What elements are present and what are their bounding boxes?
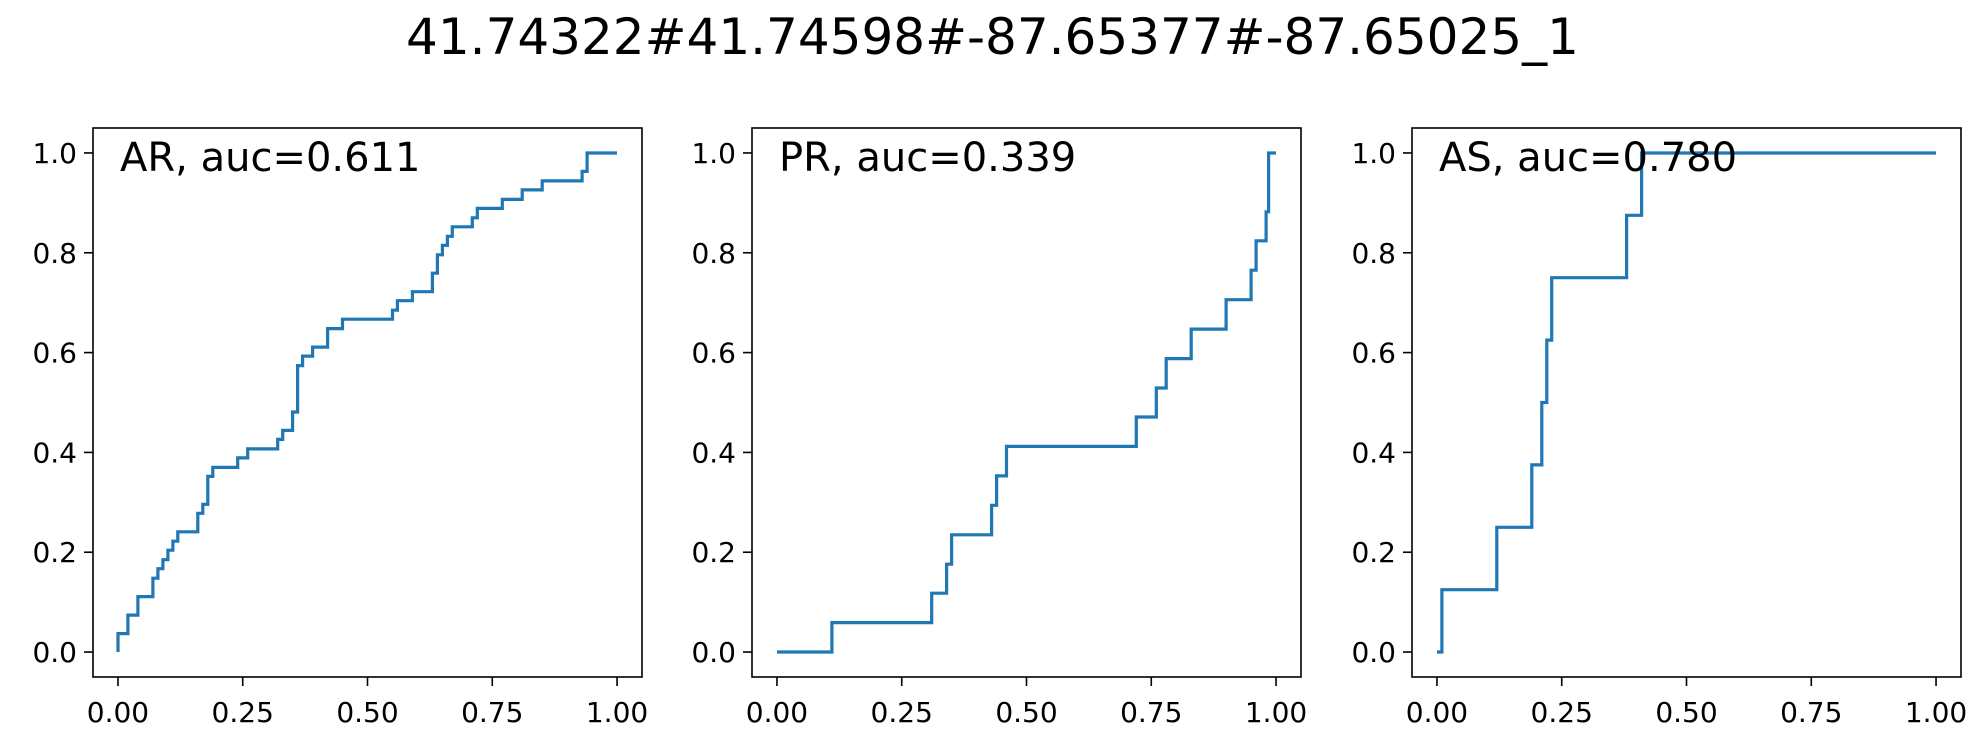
series-line-3 xyxy=(1437,151,1936,654)
y-tick-label: 0.6 xyxy=(32,337,77,370)
series-line-2 xyxy=(777,151,1276,654)
x-tick-label: 0.50 xyxy=(336,696,398,729)
plot-frame xyxy=(92,127,643,678)
x-tick-label: 0.75 xyxy=(1120,696,1182,729)
y-tick-label: 1.0 xyxy=(1351,137,1396,170)
y-tick-label: 0.2 xyxy=(1351,536,1396,569)
series-line-1 xyxy=(116,151,617,652)
figure-title: 41.74322#41.74598#-87.65377#-87.65025_1 xyxy=(406,8,1579,66)
y-tick-label: 0.2 xyxy=(691,536,736,569)
y-tick-label: 0.0 xyxy=(1351,636,1396,669)
x-tick-label: 0.75 xyxy=(461,696,523,729)
x-tick-label: 0.25 xyxy=(871,696,933,729)
x-tick-label: 1.00 xyxy=(586,696,648,729)
y-tick-label: 0.0 xyxy=(32,636,77,669)
x-tick-label: 0.25 xyxy=(212,696,274,729)
y-tick-label: 0.4 xyxy=(691,436,736,469)
panel-title: AR, auc=0.611 xyxy=(120,135,420,181)
y-tick-label: 0.8 xyxy=(1351,237,1396,270)
y-tick-label: 0.8 xyxy=(691,237,736,270)
x-tick-label: 1.00 xyxy=(1905,696,1967,729)
x-tick-label: 0.00 xyxy=(746,696,808,729)
y-tick-label: 0.6 xyxy=(691,337,736,370)
x-tick-label: 0.50 xyxy=(995,696,1057,729)
x-tick-label: 1.00 xyxy=(1245,696,1307,729)
panel-2: 0.00 0.25 0.50 0.75 1.00 0.0 0.2 0.4 0.6 0.8 1.0 PR… xyxy=(691,127,1307,729)
panel-title: AS, auc=0.780 xyxy=(1439,135,1737,181)
y-tick-label: 0.8 xyxy=(32,237,77,270)
x-tick-label: 0.00 xyxy=(87,696,149,729)
y-tick-label: 0.0 xyxy=(691,636,736,669)
y-tick-label: 1.0 xyxy=(691,137,736,170)
panel-1: 0.00 0.25 0.50 0.75 1.00 0.0 0.2 0.4 0.6 0.8 1.0 AR… xyxy=(32,127,648,729)
x-tick-label: 0.25 xyxy=(1531,696,1593,729)
y-tick-label: 0.2 xyxy=(32,536,77,569)
x-tick-label: 0.50 xyxy=(1655,696,1717,729)
panel-title: PR, auc=0.339 xyxy=(779,135,1076,181)
plot-frame xyxy=(1411,127,1962,678)
y-tick-label: 1.0 xyxy=(32,137,77,170)
y-tick-label: 0.4 xyxy=(32,436,77,469)
panel-3: 0.00 0.25 0.50 0.75 1.00 0.0 0.2 0.4 0.6 0.8 1.0 AS… xyxy=(1351,127,1967,729)
x-tick-label: 0.75 xyxy=(1780,696,1842,729)
x-tick-label: 0.00 xyxy=(1406,696,1468,729)
y-tick-label: 0.4 xyxy=(1351,436,1396,469)
y-tick-label: 0.6 xyxy=(1351,337,1396,370)
plot-frame xyxy=(751,127,1302,678)
